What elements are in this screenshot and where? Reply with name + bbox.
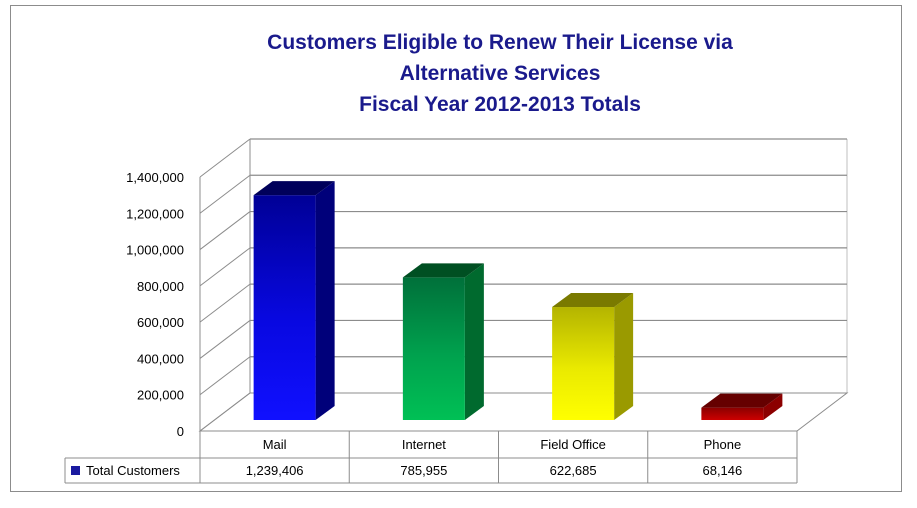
y-tick-label: 1,200,000 bbox=[126, 206, 184, 221]
title-line-3: Fiscal Year 2012-2013 Totals bbox=[359, 93, 641, 116]
bar-front bbox=[552, 307, 615, 420]
value-label: 68,146 bbox=[702, 463, 742, 478]
bar-mail bbox=[253, 181, 335, 420]
gridline-side bbox=[199, 174, 251, 214]
bars bbox=[253, 181, 783, 420]
bar-top bbox=[402, 263, 484, 278]
y-axis-ticks: 0 200,000 400,000 600,000 800,000 1,000,000 1,… bbox=[126, 170, 184, 439]
legend-label: Total Customers bbox=[86, 463, 180, 478]
title-line-2: Alternative Services bbox=[399, 62, 601, 85]
y-tick-label: 800,000 bbox=[137, 279, 184, 294]
value-label: 785,955 bbox=[400, 463, 447, 478]
y-tick-label: 1,400,000 bbox=[126, 170, 184, 185]
gridline-side bbox=[199, 283, 251, 323]
gridline-side bbox=[199, 138, 251, 178]
value-label: 622,685 bbox=[550, 463, 597, 478]
y-tick-label: 200,000 bbox=[137, 388, 184, 403]
category-label: Phone bbox=[704, 437, 742, 452]
bar-side bbox=[763, 393, 783, 420]
bar-top bbox=[253, 181, 335, 196]
gridline-side bbox=[199, 320, 251, 359]
bar-side bbox=[315, 181, 335, 420]
category-label: Field Office bbox=[540, 437, 606, 452]
bar-field-office bbox=[552, 293, 634, 420]
bar-phone bbox=[701, 393, 783, 420]
chart-title: Customers Eligible to Renew Their Licens… bbox=[150, 27, 850, 120]
category-label: Mail bbox=[263, 437, 287, 452]
legend-swatch bbox=[71, 466, 80, 475]
gridline-side bbox=[199, 247, 251, 287]
y-tick-label: 1,000,000 bbox=[126, 243, 184, 258]
bar-front bbox=[402, 277, 465, 420]
bar-front bbox=[701, 407, 764, 420]
grid-layer bbox=[198, 138, 849, 432]
value-label: 1,239,406 bbox=[246, 463, 304, 478]
gridline-side bbox=[199, 211, 251, 250]
y-tick-label: 0 bbox=[177, 424, 184, 439]
y-tick-label: 400,000 bbox=[137, 351, 184, 366]
gridline-side bbox=[199, 356, 251, 396]
category-label: Internet bbox=[402, 437, 446, 452]
bar-side bbox=[464, 263, 484, 420]
title-line-1: Customers Eligible to Renew Their Licens… bbox=[267, 31, 733, 54]
y-tick-label: 600,000 bbox=[137, 315, 184, 330]
bar-side bbox=[614, 293, 634, 420]
bar-front bbox=[253, 195, 316, 420]
bar-top bbox=[701, 393, 783, 408]
data-table: Mail 1,239,406 Internet 785,955 Field Office… bbox=[64, 430, 798, 484]
bar-top bbox=[552, 293, 634, 308]
bar-internet bbox=[402, 263, 484, 420]
